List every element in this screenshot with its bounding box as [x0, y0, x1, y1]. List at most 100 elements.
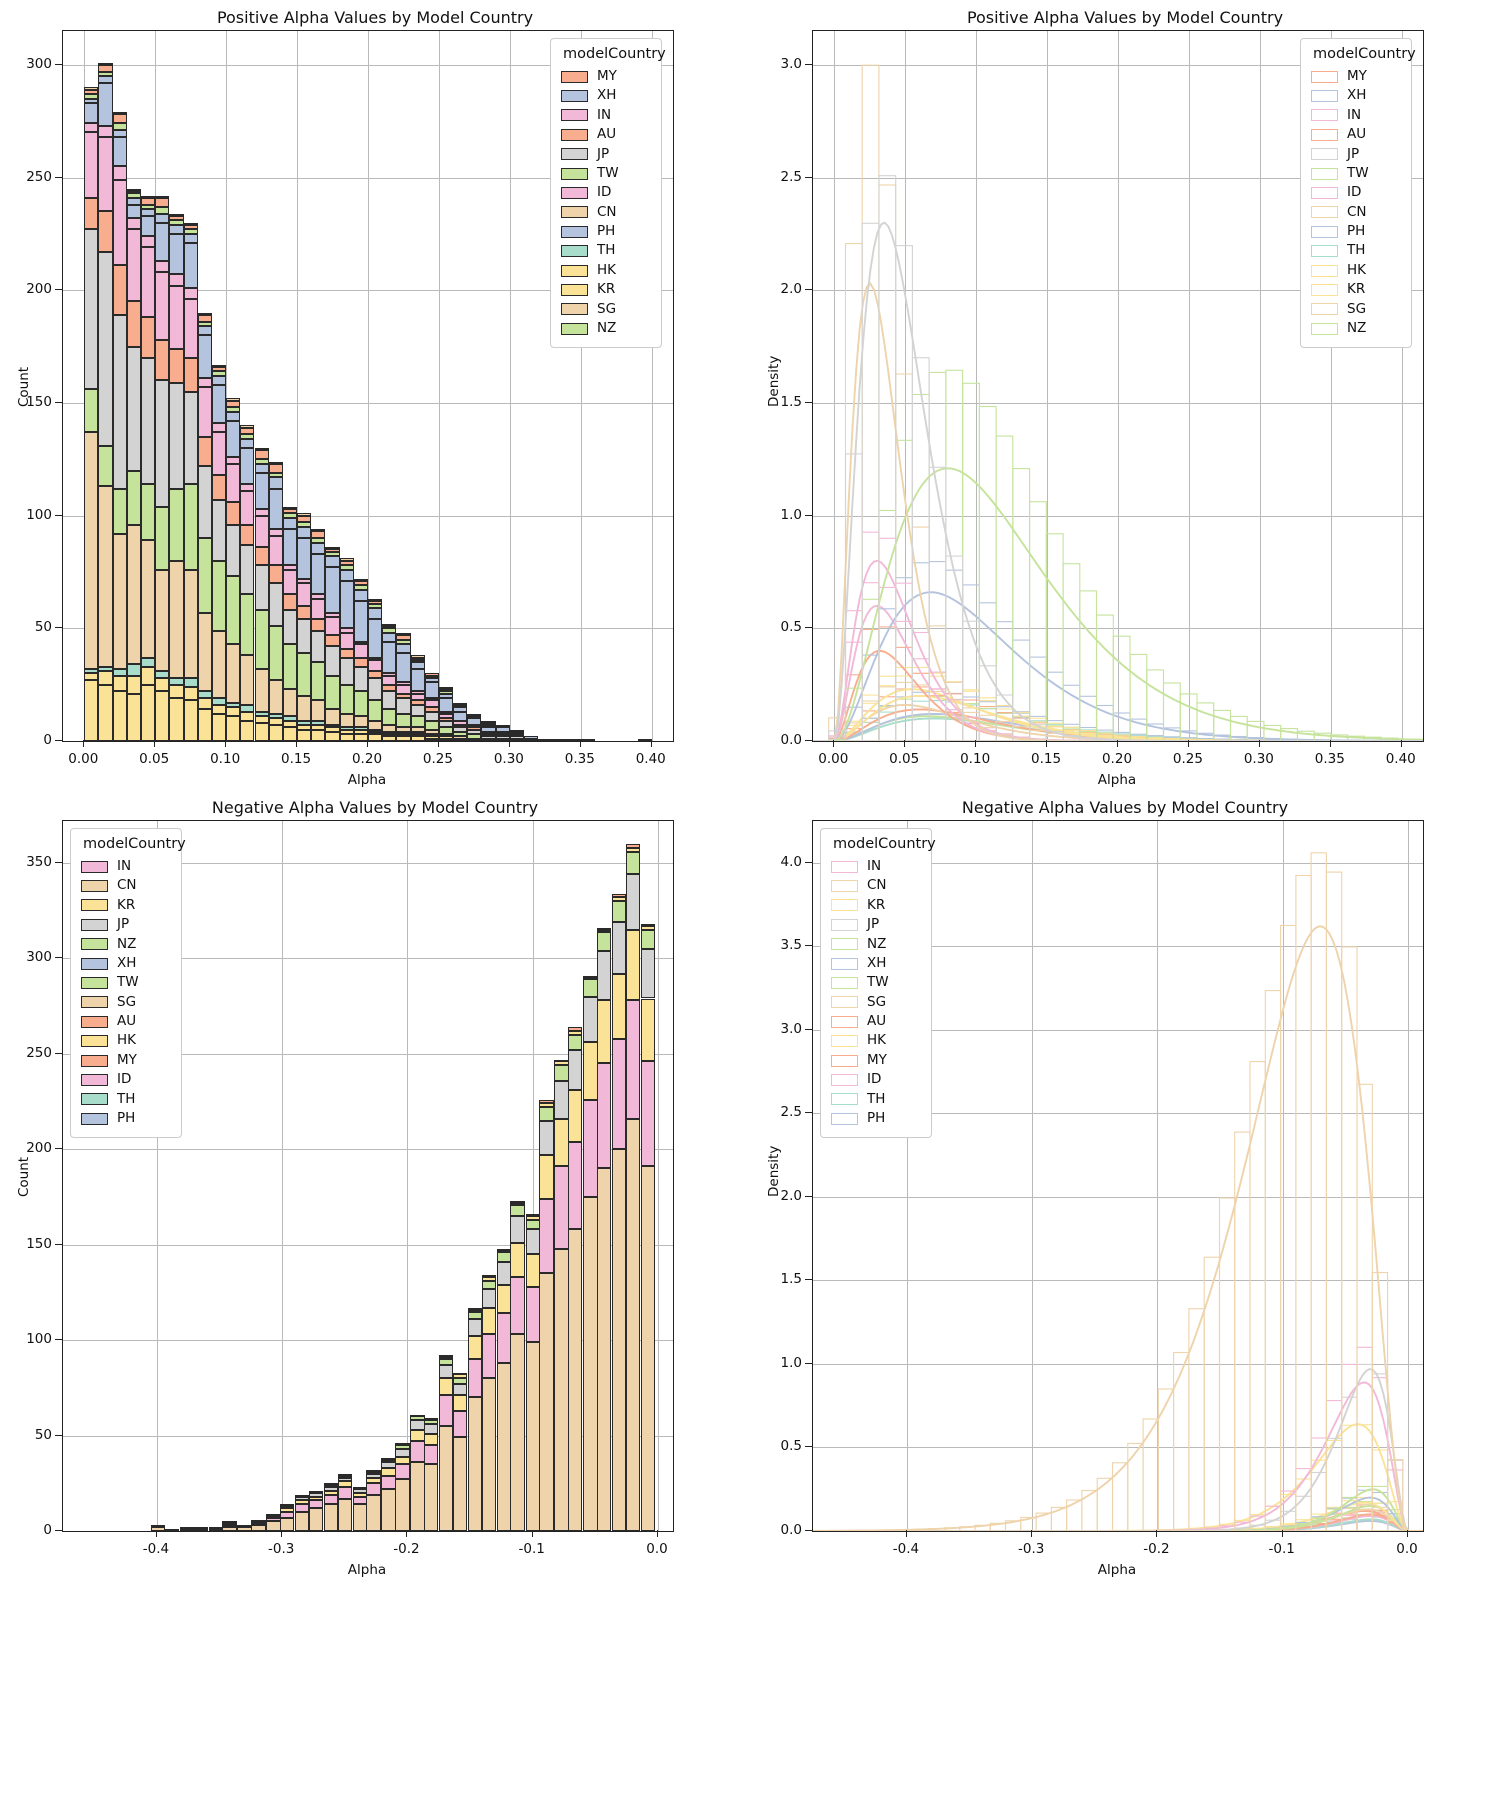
legend-item[interactable]: AU — [1311, 125, 1401, 144]
legend-item[interactable]: KR — [561, 280, 651, 299]
bar-segment — [325, 725, 340, 728]
legend-item[interactable]: IN — [561, 106, 651, 125]
legend-label: MY — [117, 1051, 137, 1068]
legend-item[interactable]: PH — [1311, 222, 1401, 241]
legend-item[interactable]: TH — [1311, 242, 1401, 261]
x-tick-label: 0.30 — [1243, 751, 1274, 767]
legend-item[interactable]: SG — [1311, 300, 1401, 319]
bar-segment — [396, 731, 411, 735]
legend-item[interactable]: AU — [81, 1012, 171, 1031]
bar-segment — [539, 1273, 554, 1531]
legend-swatch-sg — [1311, 303, 1338, 316]
bar-segment — [240, 711, 255, 721]
bar-segment — [169, 698, 184, 741]
legend-item[interactable]: CN — [831, 876, 921, 895]
legend-item[interactable]: KR — [81, 896, 171, 915]
legend-item[interactable]: TH — [81, 1090, 171, 1109]
bar-segment — [368, 677, 383, 701]
bar-segment — [240, 720, 255, 741]
legend-item[interactable]: HK — [81, 1032, 171, 1051]
legend-item[interactable]: AU — [561, 125, 651, 144]
legend-item[interactable]: ID — [831, 1070, 921, 1089]
bar-segment — [481, 1288, 497, 1308]
legend-title: modelCountry — [1313, 46, 1416, 62]
legend-item[interactable]: JP — [81, 915, 171, 934]
legend-item[interactable]: AU — [831, 1012, 921, 1031]
legend[interactable]: modelCountry IN CN KR JP NZ XH TW SG AU HK MY ID TH P… — [70, 828, 186, 1138]
legend-item[interactable]: HK — [831, 1032, 921, 1051]
hist-step-bar — [978, 405, 997, 741]
legend-item[interactable]: NZ — [1311, 319, 1401, 338]
y-tick-mark — [55, 176, 62, 178]
legend-item[interactable]: IN — [81, 857, 171, 876]
legend-item[interactable]: ID — [1311, 183, 1401, 202]
bar-segment — [226, 420, 241, 457]
bar-segment — [510, 1204, 525, 1217]
legend[interactable]: modelCountry IN CN KR JP NZ XH TW SG AU HK MY ID TH P… — [820, 828, 936, 1138]
bar-segment — [439, 1359, 454, 1365]
legend-item[interactable]: TH — [561, 242, 651, 261]
legend-item[interactable]: HK — [1311, 261, 1401, 280]
legend-item[interactable]: TW — [831, 973, 921, 992]
legend-item[interactable]: MY — [831, 1051, 921, 1070]
legend-item[interactable]: JP — [561, 145, 651, 164]
bar-segment — [396, 698, 411, 714]
bar-segment — [496, 1363, 512, 1531]
legend-item[interactable]: PH — [831, 1109, 921, 1128]
legend-item[interactable]: NZ — [561, 319, 651, 338]
x-tick-label: -0.4 — [892, 1541, 920, 1557]
y-tick-mark — [805, 289, 812, 291]
legend-item[interactable]: KR — [831, 896, 921, 915]
legend-item[interactable]: MY — [1311, 67, 1401, 86]
legend-swatch-tw — [561, 167, 588, 180]
legend-item[interactable]: TW — [1311, 164, 1401, 183]
legend-item[interactable]: KR — [1311, 280, 1401, 299]
legend-item[interactable]: MY — [561, 67, 651, 86]
legend-item[interactable]: XH — [81, 954, 171, 973]
kde-line — [813, 1488, 1423, 1531]
legend-item[interactable]: TW — [81, 973, 171, 992]
legend-item[interactable]: XH — [831, 954, 921, 973]
legend-item[interactable]: IN — [831, 857, 921, 876]
legend-item[interactable]: XH — [1311, 86, 1401, 105]
legend-item[interactable]: TW — [561, 164, 651, 183]
legend-item[interactable]: NZ — [831, 935, 921, 954]
legend-item[interactable]: HK — [561, 261, 651, 280]
bar-segment — [396, 639, 411, 645]
bar-segment — [226, 463, 241, 503]
bar-segment — [481, 1280, 497, 1289]
legend[interactable]: modelCountry MY XH IN AU JP TW ID CN PH TH HK KR SG N… — [1300, 38, 1416, 348]
legend-item[interactable]: SG — [831, 993, 921, 1012]
bar-segment — [112, 112, 127, 115]
legend-item[interactable]: CN — [561, 203, 651, 222]
bar-segment — [155, 260, 170, 273]
legend-label: IN — [867, 857, 882, 874]
bar-segment — [339, 657, 354, 685]
legend-item[interactable]: PH — [561, 222, 651, 241]
x-gridline — [1157, 821, 1159, 1531]
legend-label: ID — [117, 1071, 132, 1088]
bar-segment — [240, 427, 255, 435]
legend-item[interactable]: CN — [1311, 203, 1401, 222]
legend-item[interactable]: PH — [81, 1109, 171, 1128]
legend-item[interactable]: TH — [831, 1090, 921, 1109]
bar-segment — [353, 716, 368, 728]
bar-segment — [410, 691, 425, 694]
bar-segment — [169, 233, 184, 275]
legend-item[interactable]: IN — [1311, 106, 1401, 125]
legend-label: ID — [1347, 184, 1362, 201]
legend-item[interactable]: MY — [81, 1051, 171, 1070]
legend-item[interactable]: ID — [561, 183, 651, 202]
bar-segment — [366, 1471, 381, 1474]
legend-item[interactable]: JP — [1311, 145, 1401, 164]
legend-item[interactable]: SG — [561, 300, 651, 319]
legend-item[interactable]: NZ — [81, 935, 171, 954]
legend-item[interactable]: JP — [831, 915, 921, 934]
legend-item[interactable]: ID — [81, 1070, 171, 1089]
legend-item[interactable]: SG — [81, 993, 171, 1012]
bar-segment — [625, 929, 641, 1001]
legend[interactable]: modelCountry MY XH IN AU JP TW ID CN PH TH HK KR SG N… — [550, 38, 666, 348]
bar-segment — [98, 445, 113, 487]
legend-item[interactable]: CN — [81, 876, 171, 895]
legend-item[interactable]: XH — [561, 86, 651, 105]
